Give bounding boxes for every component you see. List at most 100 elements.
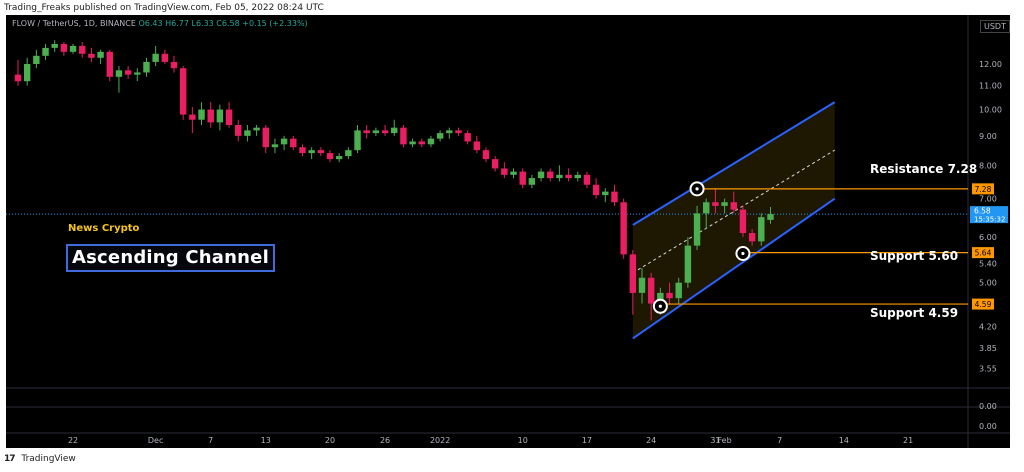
candle-body xyxy=(712,202,719,206)
candle-body xyxy=(345,150,352,157)
candle-body xyxy=(244,130,251,136)
y-tick-label: 5.00 xyxy=(979,279,997,288)
level-price-tag xyxy=(972,247,994,259)
candle-body xyxy=(464,133,471,142)
candle-body xyxy=(60,43,68,52)
candle-body xyxy=(124,70,132,75)
candle-body xyxy=(638,277,646,293)
support-lower-label: Support 4.59 xyxy=(870,306,959,320)
news-crypto-label: News Crypto xyxy=(68,223,140,234)
x-tick-label: 22 xyxy=(68,436,78,445)
candle-body xyxy=(684,245,692,283)
support-upper-label: Support 5.60 xyxy=(870,249,959,263)
symbol-legend[interactable]: FLOW / TetherUS, 1D, BINANCE O6.43 H6.77… xyxy=(12,19,308,28)
candle-body xyxy=(280,138,288,145)
publisher-line: Trading_Freaks published on TradingView.… xyxy=(4,3,324,13)
level-price-tag-label: 4.59 xyxy=(975,300,992,309)
x-tick-label: Dec xyxy=(148,436,163,445)
y-tick-label: 3.55 xyxy=(979,364,997,373)
symbol-title[interactable]: FLOW / TetherUS, 1D, BINANCE xyxy=(12,19,136,28)
current-price-value: 6.58 xyxy=(974,207,991,216)
candle-body xyxy=(271,144,279,148)
candle-body xyxy=(106,51,113,77)
currency-badge[interactable]: USDT xyxy=(980,20,1010,33)
candle-body xyxy=(657,292,664,304)
x-tick-label: 21 xyxy=(903,436,913,445)
resistance-label: Resistance 7.28 xyxy=(870,162,978,176)
channel-upper-line[interactable] xyxy=(632,101,836,226)
candle-body xyxy=(547,171,554,179)
lower-pane-tick-label: 0.00 xyxy=(979,422,997,431)
candle-body xyxy=(317,150,325,154)
candle-body xyxy=(418,141,425,145)
candle-body xyxy=(758,217,765,242)
y-tick-label: 7.00 xyxy=(979,195,997,204)
candle-body xyxy=(262,127,269,148)
candle-body xyxy=(703,202,710,214)
x-tick-label: 31 xyxy=(710,436,720,445)
channel-fill xyxy=(632,102,835,339)
candle-body xyxy=(748,233,756,242)
candle-body xyxy=(528,178,536,185)
candle-body xyxy=(675,282,682,299)
y-tick-label: 9.00 xyxy=(979,132,997,141)
candle-body xyxy=(198,109,205,120)
x-tick-label: Feb xyxy=(718,436,732,445)
candle-body xyxy=(161,53,169,62)
candle-body xyxy=(730,202,737,210)
price-chart[interactable]: 12.00 11.00 10.00 9.00 8.00 7.00 6.00 5.40 5.00 4… xyxy=(6,15,1010,448)
candle-body xyxy=(299,147,306,154)
candle-body xyxy=(51,43,58,48)
candle-body xyxy=(629,254,637,293)
x-tick-label: 2022 xyxy=(430,436,450,445)
candle-body xyxy=(391,127,398,134)
candle-body xyxy=(427,138,435,145)
candle-body xyxy=(537,171,545,179)
candle-body xyxy=(42,47,49,56)
chart-panel[interactable]: FLOW / TetherUS, 1D, BINANCE O6.43 H6.77… xyxy=(6,15,1010,448)
candle-body xyxy=(189,114,196,120)
channel-lower-line[interactable] xyxy=(632,197,836,340)
x-tick-label: 7 xyxy=(208,436,213,445)
candle-body xyxy=(519,171,526,185)
candle-body xyxy=(88,53,95,58)
lower-pane-tick-label: 0.00 xyxy=(979,402,997,411)
candle-body xyxy=(620,202,627,255)
candle-body xyxy=(436,133,444,139)
y-tick-label: 10.00 xyxy=(979,106,1002,115)
y-tick-label: 12.00 xyxy=(979,60,1002,69)
candle-body xyxy=(574,174,581,179)
level-price-tag-label: 7.28 xyxy=(975,185,992,194)
level-price-tag-label: 5.64 xyxy=(975,249,992,258)
candle-body xyxy=(693,213,701,246)
candle-body xyxy=(97,51,104,58)
candle-body xyxy=(446,130,453,134)
candle-body xyxy=(666,292,673,299)
y-tick-label: 5.40 xyxy=(979,259,997,268)
candle-body xyxy=(179,68,187,115)
candle-body xyxy=(372,130,380,134)
candle-body xyxy=(23,63,31,82)
candle-body xyxy=(455,130,462,134)
candle-body xyxy=(400,127,407,145)
candle-body xyxy=(253,127,260,131)
candle-body xyxy=(363,130,370,134)
bar-countdown: 15:35:32 xyxy=(974,216,1005,224)
candle-body xyxy=(235,124,242,136)
x-tick-label: 17 xyxy=(582,436,592,445)
candle-body xyxy=(381,130,389,134)
candle-body xyxy=(335,156,343,160)
candle-body xyxy=(739,209,747,234)
candle-body xyxy=(134,72,141,75)
y-tick-label: 3.85 xyxy=(979,344,997,353)
level-price-tag xyxy=(972,298,994,310)
y-tick-label: 11.00 xyxy=(979,82,1002,91)
candle-body xyxy=(143,61,150,73)
pivot-center xyxy=(695,187,699,191)
candle-body xyxy=(409,141,416,145)
candle-body xyxy=(583,174,591,185)
candle-body xyxy=(152,53,159,62)
candle-body xyxy=(602,191,609,196)
level-price-tag xyxy=(972,183,994,195)
